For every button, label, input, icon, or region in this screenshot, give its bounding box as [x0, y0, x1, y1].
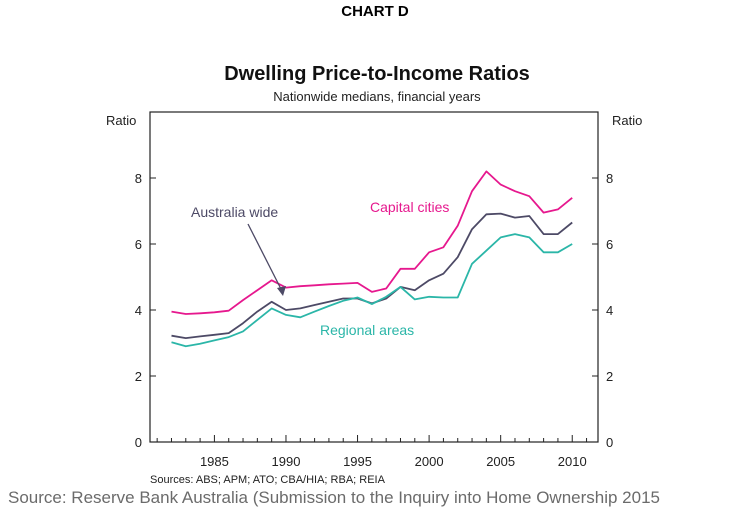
- australia-wide-pointer-head: [277, 286, 286, 296]
- y-tick-label-left: 8: [135, 171, 142, 186]
- y-tick-label-left: 2: [135, 369, 142, 384]
- sources-note: Sources: ABS; APM; ATO; CBA/HIA; RBA; RE…: [150, 474, 386, 485]
- x-tick-label: 2000: [415, 454, 444, 469]
- axes: 0 0 2 2 4 4 6 6 8 8 1985 1990 1995 2000 2005 2010: [135, 171, 613, 469]
- y-tick-label-right: 8: [606, 171, 613, 186]
- series-line-regional: [171, 233, 573, 348]
- annotation-australia-wide: Australia wide: [191, 204, 278, 220]
- series-annotations: Capital cities Australia wide Regional a…: [191, 199, 449, 338]
- x-tick-label: 2010: [558, 454, 587, 469]
- y-tick-label-left: 6: [135, 237, 142, 252]
- x-tick-label: 2005: [486, 454, 515, 469]
- x-tick-label: 1990: [272, 454, 301, 469]
- price-income-chart: Dwelling Price-to-Income Ratios Nationwi…: [106, 63, 642, 485]
- chart-title: Dwelling Price-to-Income Ratios: [224, 63, 530, 85]
- y-tick-label-right: 0: [606, 435, 613, 450]
- y-tick-label-right: 4: [606, 303, 613, 318]
- y-axis-label-left: Ratio: [106, 113, 136, 128]
- series-line-australia: [171, 212, 573, 340]
- plot-frame: [149, 111, 599, 443]
- annotation-capital-cities: Capital cities: [370, 199, 449, 215]
- chart-label: CHART D: [341, 3, 409, 20]
- series-line-capital: [171, 170, 573, 315]
- series-lines: [171, 170, 573, 348]
- annotation-regional-areas: Regional areas: [320, 322, 414, 338]
- x-tick-label: 1995: [343, 454, 372, 469]
- chart-subtitle: Nationwide medians, financial years: [273, 89, 481, 104]
- y-tick-label-right: 6: [606, 237, 613, 252]
- y-axis-label-right: Ratio: [612, 113, 642, 128]
- source-caption: Source: Reserve Bank Australia (Submissi…: [8, 488, 660, 507]
- australia-wide-pointer: [247, 223, 284, 294]
- x-tick-label: 1985: [200, 454, 229, 469]
- y-tick-label-right: 2: [606, 369, 613, 384]
- y-tick-label-left: 0: [135, 435, 142, 450]
- y-tick-label-left: 4: [135, 303, 142, 318]
